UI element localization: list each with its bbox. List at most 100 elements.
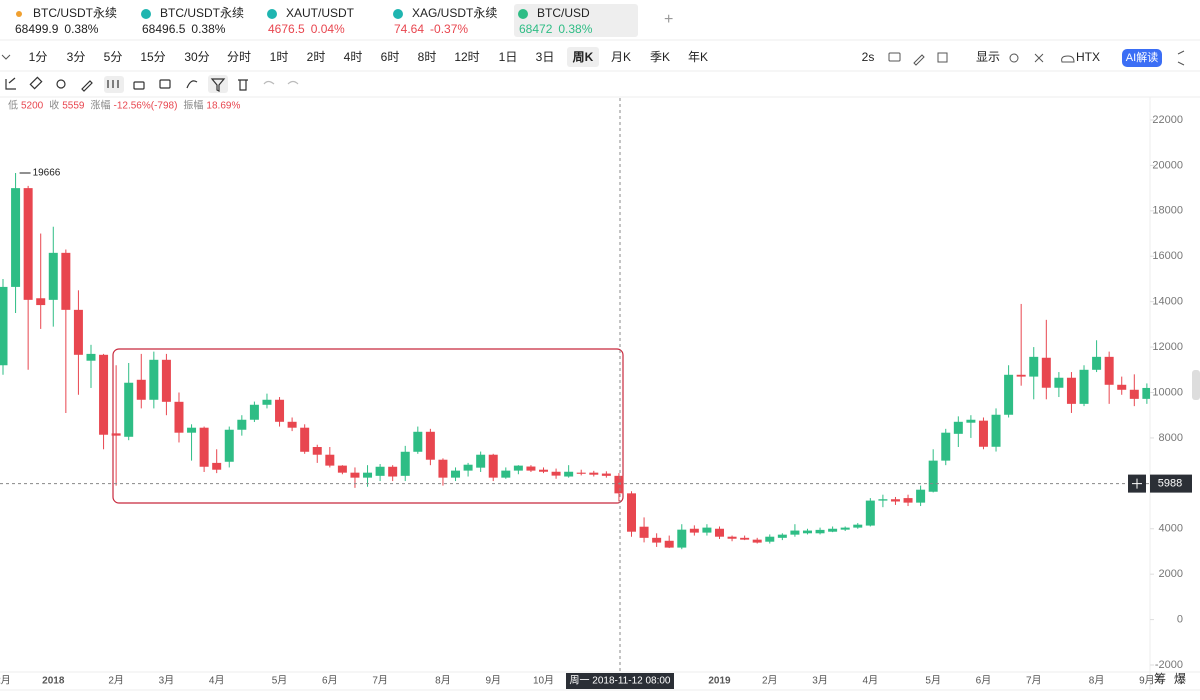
timeframe[interactable]: 5分 xyxy=(104,50,123,64)
tab-active-bg xyxy=(514,4,638,37)
x-tick-label: 5月 xyxy=(925,675,941,687)
tool-icon[interactable] xyxy=(133,81,145,90)
candle-body xyxy=(199,427,209,467)
crosshair-price: 5988 xyxy=(1158,478,1182,490)
candle-body xyxy=(48,252,58,300)
timeframe[interactable]: 6时 xyxy=(381,50,400,64)
y-tick-label: 22000 xyxy=(1152,114,1183,126)
tool-icon[interactable] xyxy=(186,80,198,89)
share-icon[interactable] xyxy=(1177,50,1185,66)
y-tick-label: 16000 xyxy=(1152,250,1183,262)
tool-icon[interactable] xyxy=(159,79,171,89)
timeframe[interactable]: 周K xyxy=(573,50,594,64)
candle-body xyxy=(212,462,222,470)
ai-button[interactable]: AI解读 xyxy=(1126,50,1158,64)
timeframe[interactable]: 15分 xyxy=(140,50,165,64)
candle-body xyxy=(1142,387,1150,399)
ai-button-bg xyxy=(1122,49,1162,67)
candle-body xyxy=(111,433,121,436)
side-label[interactable]: 爆 xyxy=(1174,672,1186,686)
candle-body xyxy=(1054,377,1064,388)
side-handle[interactable] xyxy=(1192,370,1200,400)
x-tick-label: 9月 xyxy=(485,675,501,687)
tab-symbol[interactable]: XAG/USDT永续 xyxy=(412,6,497,20)
timeframe[interactable]: 3日 xyxy=(536,50,555,64)
candle-body xyxy=(1029,356,1039,377)
candle-body xyxy=(802,530,812,534)
tab-price: 68499.9 xyxy=(15,22,59,36)
tab-symbol[interactable]: XAUT/USDT xyxy=(286,6,355,20)
timeframe[interactable]: 2时 xyxy=(307,50,326,64)
candle-body xyxy=(916,489,926,503)
candle-body xyxy=(287,421,297,428)
candle-body xyxy=(350,472,360,478)
candle-body xyxy=(413,431,423,452)
candle-body xyxy=(991,414,1001,447)
undo-icon[interactable] xyxy=(263,80,275,85)
drawn-rectangle[interactable] xyxy=(112,348,624,504)
settings-icon[interactable] xyxy=(1009,53,1019,63)
timeframe[interactable]: 1时 xyxy=(270,50,289,64)
candle-body xyxy=(1092,356,1102,370)
candle-body xyxy=(325,454,335,466)
timeframe[interactable]: 8时 xyxy=(418,50,437,64)
candle-body xyxy=(903,498,913,503)
candle-body xyxy=(539,469,549,472)
display-button[interactable]: 显示 xyxy=(976,50,1000,64)
candle-body xyxy=(828,528,838,532)
fullscreen-icon[interactable] xyxy=(1034,53,1044,63)
crosshair-add[interactable] xyxy=(1132,478,1142,489)
x-tick-label: 3月 xyxy=(812,675,828,687)
tab-icon xyxy=(16,11,22,17)
candle-body xyxy=(702,527,712,533)
cloud-icon[interactable] xyxy=(1061,55,1075,63)
top-right-icons xyxy=(888,50,1185,66)
y-tick-label: -2000 xyxy=(1155,659,1183,671)
redo-icon[interactable] xyxy=(287,80,299,85)
candle-body xyxy=(526,466,536,471)
tool-icon[interactable] xyxy=(29,76,43,90)
candle-body xyxy=(451,470,461,478)
x-tick-label: 3月 xyxy=(159,675,175,687)
tool-icon[interactable] xyxy=(107,80,119,88)
timeframe[interactable]: 3分 xyxy=(67,50,86,64)
side-label[interactable]: 筹 xyxy=(1154,672,1166,686)
timeframe[interactable]: 分时 xyxy=(227,50,251,64)
tab-symbol[interactable]: BTC/USDT永续 xyxy=(33,6,117,20)
candle-body xyxy=(501,470,511,478)
candle-body xyxy=(840,527,850,530)
tab-symbol[interactable]: BTC/USDT永续 xyxy=(160,6,244,20)
tab-symbol[interactable]: BTC/USD xyxy=(537,6,590,20)
y-tick-label: 14000 xyxy=(1152,296,1183,308)
timeframe[interactable]: 季K xyxy=(650,50,670,64)
candle-body xyxy=(187,427,197,433)
camera-icon[interactable] xyxy=(888,52,901,62)
tool-icon[interactable] xyxy=(238,79,248,91)
add-tab[interactable]: + xyxy=(664,11,673,28)
tool-icon[interactable] xyxy=(81,80,93,92)
candle-body xyxy=(275,399,285,422)
timeframe[interactable]: 1分 xyxy=(29,50,48,64)
window-icon[interactable] xyxy=(937,52,948,63)
timeframe[interactable]: 30分 xyxy=(184,50,209,64)
pen-icon[interactable] xyxy=(913,54,925,66)
x-tick-label: 5月 xyxy=(272,675,288,687)
tool-icon[interactable] xyxy=(210,78,226,92)
timeframe[interactable]: 1日 xyxy=(499,50,518,64)
candle-body xyxy=(388,466,398,477)
exchange-select[interactable]: HTX xyxy=(1076,50,1100,64)
collapse-icon[interactable] xyxy=(1,54,11,60)
timeframe[interactable]: 12时 xyxy=(454,50,479,64)
timeframe[interactable]: 月K xyxy=(611,50,631,64)
tool-icon[interactable] xyxy=(5,77,16,90)
info-value: 18.69% xyxy=(206,101,240,112)
candle-body xyxy=(23,188,33,300)
refresh-interval[interactable]: 2s xyxy=(862,50,875,64)
timeframe[interactable]: 年K xyxy=(688,50,708,64)
x-tick-label: 4月 xyxy=(209,675,225,687)
tool-icon[interactable] xyxy=(56,79,66,89)
timeframe[interactable]: 4时 xyxy=(344,50,363,64)
candle-body xyxy=(312,447,322,455)
x-tick-label: 4月 xyxy=(863,675,879,687)
